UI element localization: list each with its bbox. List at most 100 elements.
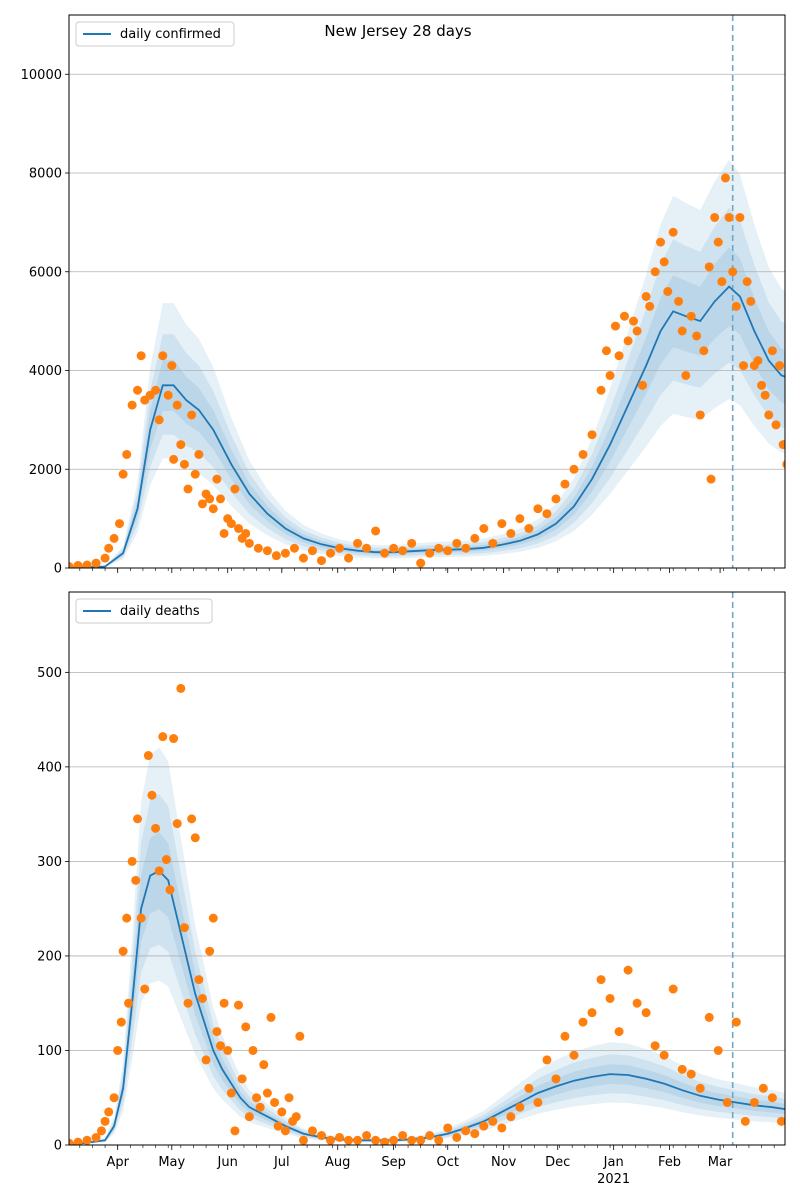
deaths-data-point <box>122 913 132 923</box>
deaths-data-point <box>353 1135 363 1145</box>
deaths-data-point <box>371 1135 381 1145</box>
deaths-data-point <box>686 1069 696 1079</box>
confirmed-data-point <box>389 543 399 553</box>
confirmed-axes: 0 2000 4000 6000 8000 10000 <box>21 14 786 577</box>
confirmed-data-point <box>183 484 193 494</box>
deaths-data-point <box>533 1097 543 1107</box>
deaths-data-point <box>452 1132 462 1142</box>
deaths-data-point <box>488 1116 498 1126</box>
deaths-data-point <box>605 993 615 1003</box>
confirmed-data-point <box>172 400 182 410</box>
deaths-data-point <box>266 1012 276 1022</box>
deaths-data-point <box>578 1017 588 1027</box>
deaths-data-point <box>389 1135 399 1145</box>
deaths-data-point <box>560 1031 570 1041</box>
confirmed-data-point <box>253 543 263 553</box>
deaths-data-point <box>91 1132 101 1142</box>
deaths-data-point <box>291 1112 301 1122</box>
confirmed-data-point <box>262 546 272 556</box>
confirmed-data-point <box>176 440 186 450</box>
confirmed-data-point <box>677 326 687 336</box>
deaths-xtick-label: Apr <box>106 1155 129 1170</box>
deaths-data-point <box>596 975 606 985</box>
deaths-legend-label: daily deaths <box>120 604 200 619</box>
deaths-data-point <box>316 1131 326 1141</box>
confirmed-data-point <box>452 538 462 548</box>
deaths-data-point <box>212 1027 222 1037</box>
confirmed-data-point <box>479 524 489 533</box>
deaths-data-point <box>197 993 207 1003</box>
confirmed-data-point <box>335 543 345 553</box>
deaths-data-point <box>205 946 215 956</box>
confirmed-ytick-label: 0 <box>54 562 62 577</box>
confirmed-data-point <box>560 479 570 489</box>
confirmed-data-point <box>533 504 543 514</box>
deaths-data-point <box>248 1045 258 1055</box>
deaths-data-point <box>740 1116 750 1126</box>
confirmed-data-point <box>169 454 179 464</box>
confirmed-data-point <box>244 538 254 548</box>
confirmed-data-point <box>746 296 756 306</box>
deaths-panel: 0 100 200 300 400 500 Apr May Jun Jul Aug Sep Oct Nov… <box>37 591 786 1187</box>
deaths-data-point <box>161 855 171 865</box>
deaths-data-point <box>434 1135 444 1145</box>
confirmed-middle-band <box>69 207 785 568</box>
deaths-data-point <box>116 1017 126 1027</box>
deaths-data-point <box>230 1126 240 1136</box>
deaths-data-point <box>133 814 143 824</box>
confirmed-marks <box>69 15 785 568</box>
deaths-data-point <box>154 866 164 876</box>
confirmed-data-point <box>194 449 204 459</box>
deaths-data-point <box>307 1126 317 1136</box>
confirmed-data-point <box>100 553 110 563</box>
confirmed-data-point <box>706 474 716 484</box>
deaths-inner-band <box>69 832 785 1145</box>
deaths-data-point <box>641 1008 651 1018</box>
confirmed-data-point <box>461 543 471 553</box>
deaths-data-point <box>179 923 189 933</box>
confirmed-data-point <box>158 351 168 361</box>
deaths-series-line <box>69 869 785 1145</box>
deaths-data-point <box>767 1093 777 1103</box>
deaths-data-point <box>497 1123 507 1133</box>
deaths-data-point <box>569 1050 579 1060</box>
confirmed-data-point <box>187 410 197 420</box>
deaths-data-point <box>280 1126 290 1136</box>
deaths-data-point <box>731 1017 741 1027</box>
deaths-data-point <box>749 1097 759 1107</box>
figure-title: New Jersey 28 days <box>324 22 471 40</box>
deaths-data-point <box>659 1050 669 1060</box>
deaths-marks <box>69 592 785 1145</box>
confirmed-data-point <box>728 267 738 277</box>
deaths-data-point <box>165 885 175 895</box>
confirmed-uncertainty-bands <box>69 159 785 568</box>
deaths-data-point <box>262 1088 272 1098</box>
confirmed-data-point <box>425 548 435 558</box>
confirmed-data-point <box>771 420 781 430</box>
confirmed-data-point <box>674 296 684 306</box>
confirmed-data-point <box>219 528 229 538</box>
confirmed-data-point <box>241 528 251 538</box>
deaths-data-point <box>147 790 157 800</box>
deaths-xtick-label: May <box>158 1155 185 1170</box>
confirmed-data-point <box>316 556 326 566</box>
deaths-data-point <box>470 1129 480 1139</box>
deaths-uncertainty-bands <box>69 747 785 1145</box>
confirmed-data-point <box>735 212 745 222</box>
deaths-data-point <box>362 1131 372 1141</box>
deaths-data-point <box>96 1126 106 1136</box>
deaths-data-point <box>587 1008 597 1018</box>
deaths-data-point <box>140 984 150 994</box>
confirmed-data-point <box>190 469 200 479</box>
confirmed-data-point <box>226 519 236 529</box>
deaths-xtick-label: Jul <box>273 1155 290 1170</box>
deaths-data-point <box>344 1135 354 1145</box>
confirmed-data-point <box>760 390 770 400</box>
deaths-data-point <box>73 1137 83 1145</box>
deaths-data-point <box>668 984 678 994</box>
deaths-data-point <box>704 1012 714 1022</box>
deaths-data-point <box>136 913 146 923</box>
deaths-data-point <box>109 1093 119 1103</box>
confirmed-data-point <box>695 410 705 420</box>
